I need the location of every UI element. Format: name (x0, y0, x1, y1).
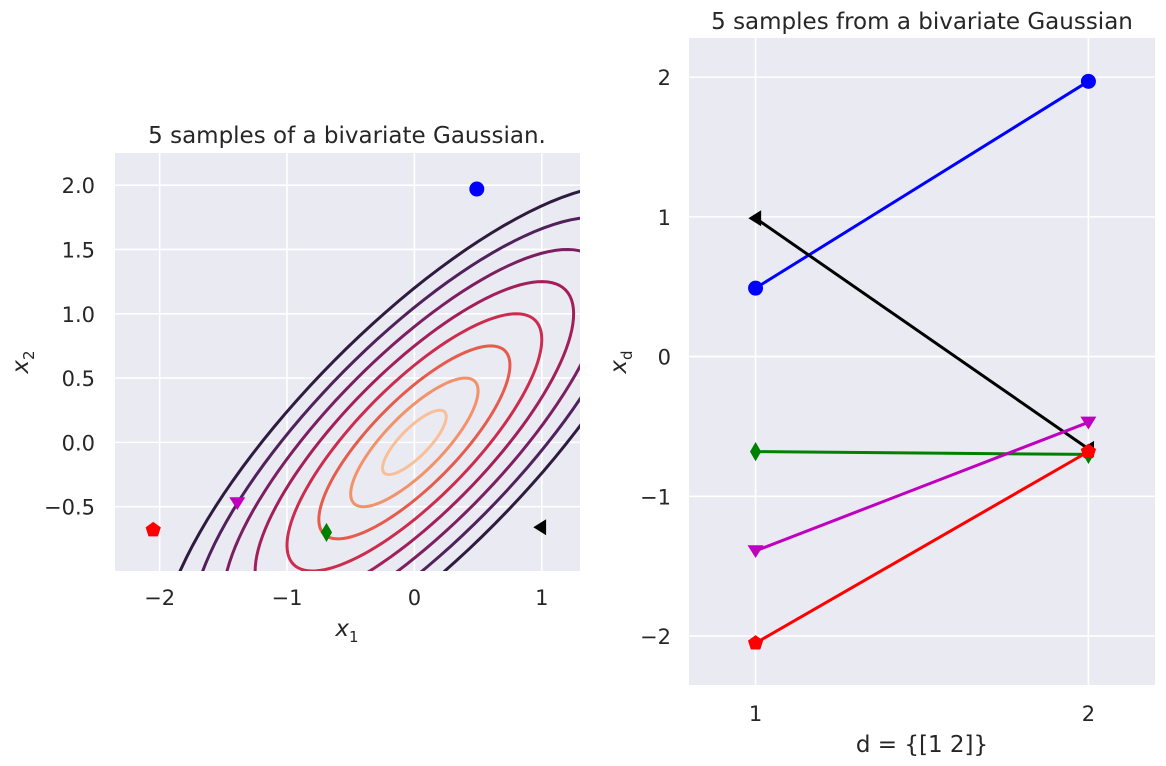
left-x-tick-label: 0 (408, 586, 421, 610)
right-x-tick-label: 1 (749, 702, 762, 726)
right-x-axis-label: d = {[1 2]} (856, 732, 988, 758)
left-y-tick-label: 0.0 (62, 431, 95, 455)
contour-line (178, 189, 580, 571)
series-point (748, 210, 762, 227)
right-chart-title: 5 samples from a bivariate Gaussian (711, 9, 1133, 35)
right-x-tick-label: 2 (1082, 702, 1095, 726)
series-point (747, 545, 764, 559)
contour-line (201, 216, 580, 571)
series-point (749, 442, 762, 462)
left-y-tick-label: −0.5 (44, 496, 95, 520)
series-point (1080, 416, 1097, 430)
left-x-ticks: −2 −1 0 1 (144, 586, 548, 610)
right-y-tick-label: 1 (658, 206, 671, 230)
contour-line (381, 408, 448, 477)
right-plot-area (689, 38, 1155, 685)
sample-point (145, 521, 161, 537)
left-points (145, 181, 547, 543)
right-y-axis-label-main: x (606, 360, 632, 375)
right-series-points (747, 73, 1097, 650)
left-y-axis-label-sub: 2 (20, 350, 38, 360)
sample-point (229, 497, 246, 511)
right-y-ticks: −2 −1 0 1 2 (640, 66, 671, 649)
series-line (755, 450, 1089, 456)
right-y-tick-label: −1 (640, 485, 671, 509)
right-y-tick-label: 0 (658, 346, 671, 370)
left-y-axis-label-main: x (8, 360, 34, 375)
left-x-axis-label-main: x (334, 616, 349, 642)
series-line (754, 217, 1090, 451)
contour-line (285, 312, 544, 571)
left-plot-area (115, 153, 580, 571)
right-y-axis-label-sub: d (618, 350, 636, 360)
left-x-axis-label: x1 (334, 616, 358, 646)
series-point (748, 280, 764, 296)
right-y-axis-label: xd (606, 350, 636, 374)
left-y-tick-label: 0.5 (62, 367, 95, 391)
left-x-tick-label: −2 (144, 586, 175, 610)
series-point (1080, 443, 1097, 459)
contour-line (253, 280, 576, 571)
series-line (755, 420, 1089, 553)
series-line (754, 450, 1090, 645)
right-y-tick-label: −2 (640, 625, 671, 649)
left-grid (115, 153, 580, 571)
series-point (1080, 73, 1096, 89)
left-y-tick-label: 1.0 (62, 303, 95, 327)
sample-point (533, 519, 547, 536)
left-x-tick-label: 1 (535, 586, 548, 610)
left-x-tick-label: −1 (272, 586, 303, 610)
left-y-axis-label: x2 (8, 350, 38, 374)
series-point (747, 635, 764, 650)
left-chart: −2 −1 0 1 −0.5 0.0 0.5 1.0 1.5 2.0 5 samples of … (8, 123, 580, 646)
left-y-ticks: −0.5 0.0 0.5 1.0 1.5 2.0 (44, 174, 95, 520)
right-series-lines (754, 80, 1090, 645)
contour-line (349, 376, 480, 509)
right-y-tick-label: 2 (658, 66, 671, 90)
series-line (754, 80, 1090, 290)
sample-point (320, 522, 333, 543)
left-chart-title: 5 samples of a bivariate Gaussian. (148, 123, 546, 149)
sample-point (469, 181, 485, 197)
contour-line (225, 247, 580, 571)
left-y-tick-label: 2.0 (62, 174, 95, 198)
left-contours (178, 189, 580, 571)
left-x-axis-label-sub: 1 (349, 628, 359, 646)
left-y-tick-label: 1.5 (62, 238, 95, 262)
